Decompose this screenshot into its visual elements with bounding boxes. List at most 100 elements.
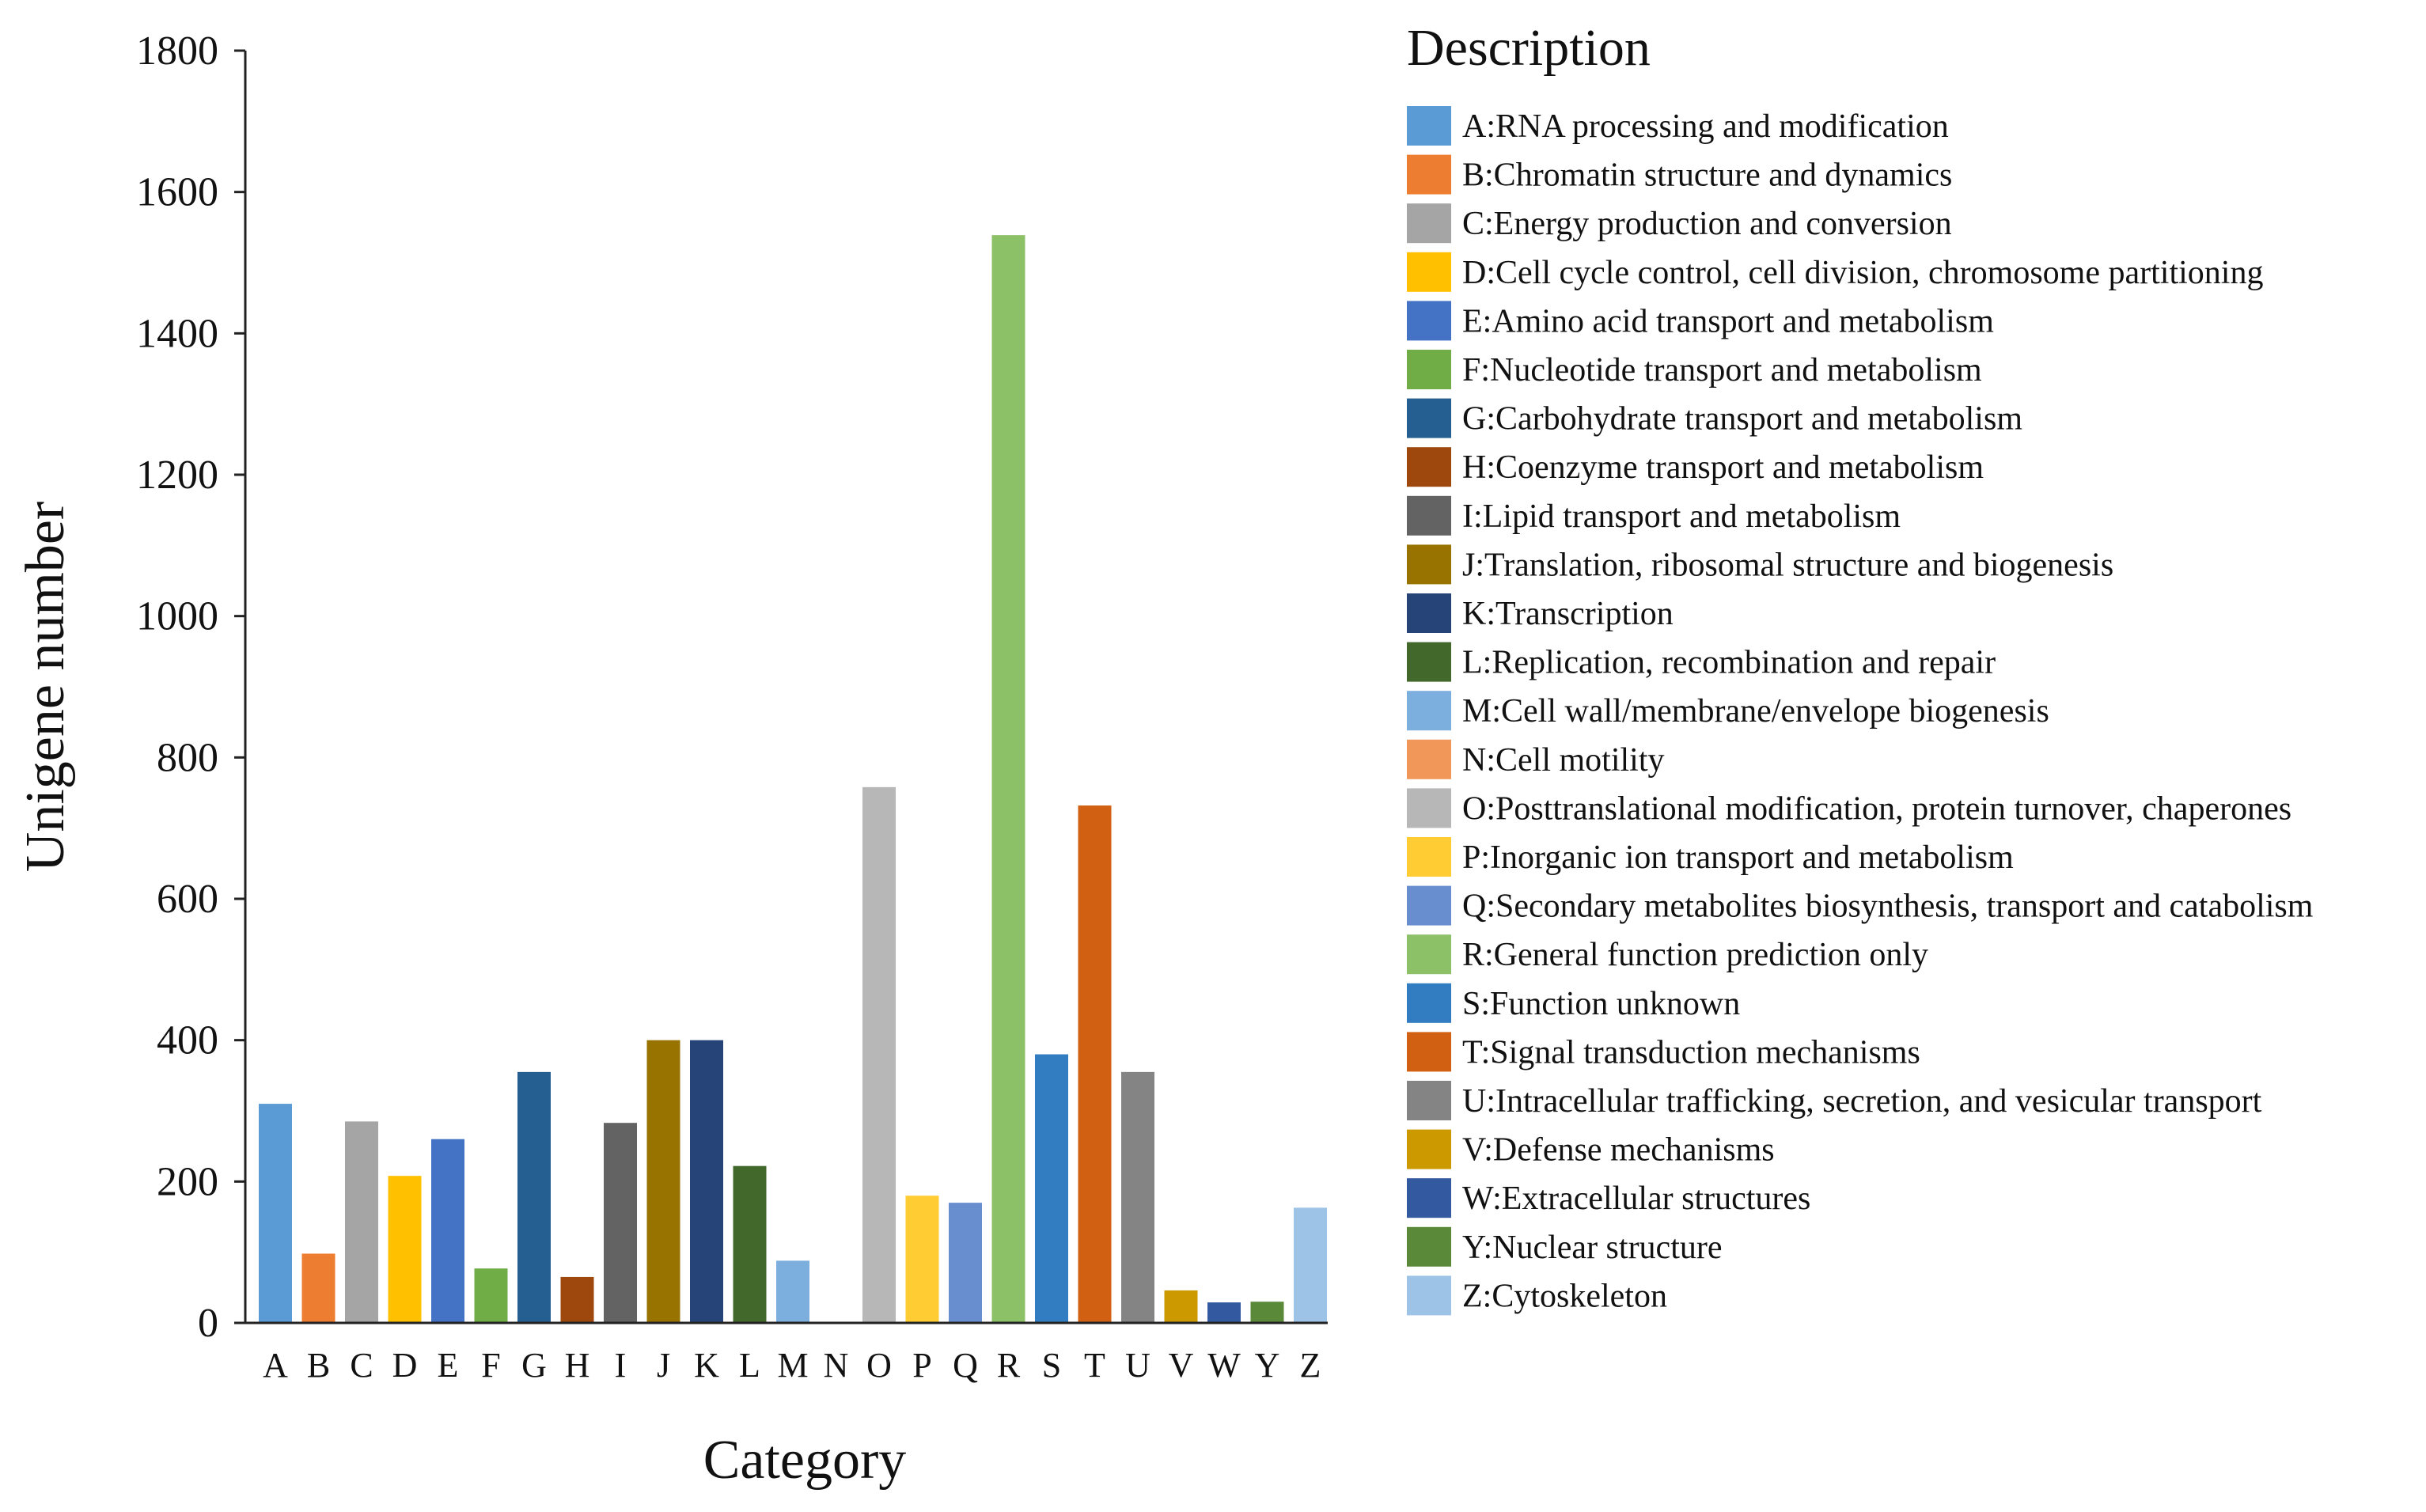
y-tick-label: 0 (198, 1301, 218, 1346)
legend-label-V: V:Defense mechanisms (1462, 1132, 1775, 1169)
x-tick-label-N: N (824, 1346, 849, 1385)
x-tick-label-W: W (1207, 1346, 1241, 1385)
legend-swatch-K (1407, 593, 1451, 633)
legend-swatch-Z (1407, 1275, 1451, 1316)
y-tick-label: 600 (157, 877, 218, 922)
x-tick-label-C: C (350, 1346, 373, 1385)
legend-swatch-C (1407, 203, 1451, 244)
bar-I (604, 1123, 637, 1323)
legend-label-B: B:Chromatin structure and dynamics (1462, 157, 1952, 194)
legend-swatch-U (1407, 1081, 1451, 1120)
x-tick-label-M: M (777, 1346, 808, 1385)
legend-label-F: F:Nucleotide transport and metabolism (1462, 352, 1982, 388)
bar-E (431, 1139, 464, 1323)
y-tick-label: 1800 (136, 28, 218, 74)
legend-swatch-H (1407, 447, 1451, 487)
y-tick-label: 1400 (136, 311, 218, 356)
bar-T (1078, 805, 1112, 1323)
bar-D (388, 1176, 422, 1323)
bar-G (517, 1071, 551, 1323)
x-tick-label-K: K (694, 1346, 719, 1385)
bar-C (345, 1121, 378, 1323)
legend-swatch-Q (1407, 885, 1451, 926)
y-tick-label: 1200 (136, 453, 218, 498)
legend-swatch-T (1407, 1032, 1451, 1072)
y-tick-labels: 0 200 400 600 800 1000 1200 1400 1600 1800 (136, 28, 218, 1346)
legend-swatch-L (1407, 642, 1451, 682)
bar-K (690, 1040, 723, 1323)
legend-label-Y: Y:Nuclear structure (1462, 1230, 1723, 1266)
legend-label-H: H:Coenzyme transport and metabolism (1462, 449, 1984, 486)
x-tick-label-V: V (1169, 1346, 1194, 1385)
legend-label-Q: Q:Secondary metabolites biosynthesis, tr… (1462, 889, 2314, 925)
legend-label-P: P:Inorganic ion transport and metabolism (1462, 839, 2014, 876)
legend-label-U: U:Intracellular trafficking, secretion, … (1462, 1083, 2262, 1120)
legend-label-K: K:Transcription (1462, 596, 1674, 632)
x-tick-label-E: E (438, 1346, 459, 1385)
x-tick-label-D: D (392, 1346, 418, 1385)
x-axis-title: Category (703, 1430, 907, 1491)
bar-H (560, 1276, 594, 1323)
y-axis-title: Unigene number (15, 502, 76, 872)
x-tick-label-L: L (739, 1346, 760, 1385)
bar-B (301, 1253, 335, 1323)
y-tick-label: 800 (157, 735, 218, 780)
legend-swatch-A (1407, 106, 1451, 146)
legend-title: Description (1407, 19, 1651, 77)
y-tick-marks (234, 49, 245, 1324)
bar-P (905, 1196, 939, 1323)
bars (259, 235, 1327, 1323)
legend-label-M: M:Cell wall/membrane/envelope biogenesis (1462, 693, 2049, 729)
legend-label-Z: Z:Cytoskeleton (1462, 1278, 1667, 1314)
x-tick-label-I: I (615, 1346, 627, 1385)
legend-label-T: T:Signal transduction mechanisms (1462, 1034, 1920, 1071)
legend-swatch-W (1407, 1178, 1451, 1218)
legend-label-N: N:Cell motility (1462, 742, 1665, 779)
bar-Y (1250, 1302, 1284, 1323)
legend-label-E: E:Amino acid transport and metabolism (1462, 303, 1994, 339)
y-tick-label: 200 (157, 1159, 218, 1204)
bar-S (1035, 1054, 1068, 1323)
x-tick-label-H: H (565, 1346, 590, 1385)
bar-F (474, 1268, 508, 1323)
x-tick-label-P: P (912, 1346, 931, 1385)
legend-swatch-B (1407, 154, 1451, 195)
legend-swatch-O (1407, 788, 1451, 828)
bar-V (1164, 1290, 1198, 1323)
legend-label-G: G:Carbohydrate transport and metabolism (1462, 401, 2022, 438)
legend-swatch-S (1407, 983, 1451, 1023)
bar-A (259, 1104, 292, 1323)
bar-U (1121, 1071, 1154, 1323)
legend-swatch-G (1407, 398, 1451, 438)
legend-swatch-D (1407, 252, 1451, 292)
bar-M (776, 1260, 809, 1323)
bar-Q (949, 1203, 982, 1323)
x-tick-label-A: A (263, 1346, 288, 1385)
bar-L (733, 1165, 767, 1323)
x-tick-label-G: G (521, 1346, 547, 1385)
legend: A:RNA processing and modification B:Chrom… (1407, 106, 2314, 1316)
x-tick-label-J: J (657, 1346, 670, 1385)
x-tick-label-U: U (1125, 1346, 1150, 1385)
legend-swatch-J (1407, 544, 1451, 585)
legend-swatch-F (1407, 350, 1451, 389)
legend-label-D: D:Cell cycle control, cell division, chr… (1462, 255, 2263, 291)
legend-swatch-P (1407, 837, 1451, 877)
x-tick-label-S: S (1042, 1346, 1061, 1385)
y-tick-label: 1000 (136, 594, 218, 639)
x-tick-label-F: F (481, 1346, 500, 1385)
legend-swatch-I (1407, 495, 1451, 536)
legend-swatch-N (1407, 739, 1451, 779)
legend-label-S: S:Function unknown (1462, 986, 1740, 1022)
legend-swatch-V (1407, 1129, 1451, 1169)
y-tick-label: 400 (157, 1018, 218, 1063)
bar-O (862, 786, 896, 1323)
legend-label-L: L:Replication, recombination and repair (1462, 645, 1996, 681)
legend-label-J: J:Translation, ribosomal structure and b… (1462, 547, 2113, 583)
legend-swatch-R (1407, 934, 1451, 975)
legend-label-C: C:Energy production and conversion (1462, 206, 1952, 242)
bar-R (991, 235, 1025, 1323)
legend-label-I: I:Lipid transport and metabolism (1462, 498, 1901, 535)
x-tick-label-Y: Y (1255, 1346, 1280, 1385)
